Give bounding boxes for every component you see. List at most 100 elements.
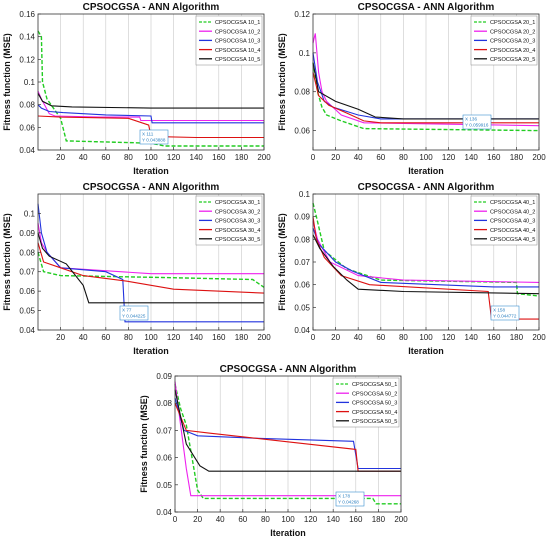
legend: CPSOCGSA 50_1 CPSOCGSA 50_2 CPSOCGSA 50_3 C… xyxy=(332,377,400,428)
x-tick-label: 160 xyxy=(212,333,226,342)
data-tip-box xyxy=(335,491,365,507)
legend-entry: CPSOCGSA 20_2 xyxy=(490,29,535,35)
x-tick-label: 100 xyxy=(281,515,295,524)
legend-entry: CPSOCGSA 10_1 xyxy=(215,20,260,26)
x-axis-label: Iteration xyxy=(133,346,169,356)
y-tick-label: 0.09 xyxy=(19,229,35,238)
x-tick-label: 40 xyxy=(216,515,225,524)
legend: CPSOCGSA 20_1 CPSOCGSA 20_2 CPSOCGSA 20_3 C… xyxy=(470,15,538,66)
y-tick-label: 0.04 xyxy=(19,146,35,155)
x-tick-label: 160 xyxy=(487,333,501,342)
x-tick-label: 100 xyxy=(144,153,158,162)
x-tick-label: 120 xyxy=(167,153,181,162)
x-tick-label: 200 xyxy=(394,515,408,524)
x-tick-label: 100 xyxy=(419,153,433,162)
y-tick-label: 0.16 xyxy=(19,10,35,19)
x-tick-label: 20 xyxy=(56,153,65,162)
y-tick-label: 0.1 xyxy=(299,49,311,58)
x-tick-label: 120 xyxy=(442,333,456,342)
legend-entry: CPSOCGSA 40_4 xyxy=(490,228,535,234)
y-axis-label: Fitness function (MSE) xyxy=(2,33,12,131)
data-tip-text: X 178 xyxy=(338,494,350,499)
x-tick-label: 180 xyxy=(372,515,386,524)
x-tick-label: 180 xyxy=(235,153,249,162)
data-tip-text: Y 0.04268 xyxy=(338,500,359,505)
x-tick-label: 20 xyxy=(331,333,340,342)
legend-entry: CPSOCGSA 50_5 xyxy=(352,419,397,425)
legend-entry: CPSOCGSA 30_5 xyxy=(215,237,260,243)
legend: CPSOCGSA 40_1 CPSOCGSA 40_2 CPSOCGSA 40_3 C… xyxy=(470,195,538,246)
legend: CPSOCGSA 30_1 CPSOCGSA 30_2 CPSOCGSA 30_3 C… xyxy=(195,195,263,246)
series-line-5 xyxy=(37,93,264,109)
legend-entry: CPSOCGSA 20_5 xyxy=(490,57,535,63)
y-axis-label: Fitness function (MSE) xyxy=(2,213,12,311)
legend-entry: CPSOCGSA 30_4 xyxy=(215,228,260,234)
series-line-4 xyxy=(37,115,264,139)
chart-panel-5: CPSOCGSA - ANN Algorithm 0 20 40 60 80 100 120 1… xyxy=(139,364,408,538)
x-tick-label: 180 xyxy=(510,153,524,162)
legend-entry: CPSOCGSA 20_1 xyxy=(490,20,535,26)
x-tick-label: 180 xyxy=(510,333,524,342)
x-tick-label: 140 xyxy=(465,333,479,342)
y-tick-label: 0.12 xyxy=(19,55,35,64)
data-tip-box xyxy=(490,305,520,321)
x-tick-label: 0 xyxy=(311,333,316,342)
y-tick-label: 0.04 xyxy=(156,508,172,517)
x-tick-label: 140 xyxy=(327,515,341,524)
y-tick-label: 0.08 xyxy=(19,101,35,110)
data-tip-box xyxy=(139,129,169,145)
y-tick-label: 0.08 xyxy=(294,235,310,244)
x-tick-label: 160 xyxy=(487,153,501,162)
chart-title: CPSOCGSA - ANN Algorithm xyxy=(358,2,495,13)
data-tip: X 77Y 0.044225 xyxy=(119,305,149,321)
x-tick-label: 80 xyxy=(261,515,270,524)
series-line-3 xyxy=(37,104,264,124)
series-line-5 xyxy=(37,232,264,304)
x-axis-label: Iteration xyxy=(408,166,444,176)
x-tick-label: 200 xyxy=(532,153,546,162)
data-tip-text: Y 0.044225 xyxy=(122,314,146,319)
legend-entry: CPSOCGSA 10_4 xyxy=(215,48,260,54)
x-tick-label: 60 xyxy=(101,333,110,342)
y-tick-label: 0.06 xyxy=(19,287,35,296)
data-tip-text: X 111 xyxy=(142,132,154,137)
y-tick-label: 0.05 xyxy=(19,307,35,316)
data-tip-box xyxy=(119,305,149,321)
series-line-4 xyxy=(312,72,539,124)
y-tick-label: 0.07 xyxy=(19,268,35,277)
series-line-5 xyxy=(312,234,540,295)
y-tick-label: 0.09 xyxy=(156,372,172,381)
legend-entry: CPSOCGSA 10_3 xyxy=(215,39,260,45)
y-tick-label: 0.08 xyxy=(294,88,310,97)
data-tip-text: Y 0.043888 xyxy=(142,138,166,143)
x-tick-label: 60 xyxy=(238,515,247,524)
y-tick-label: 0.09 xyxy=(294,213,310,222)
legend-entry: CPSOCGSA 30_1 xyxy=(215,200,260,206)
series-line-1 xyxy=(174,384,401,505)
y-tick-label: 0.06 xyxy=(294,281,310,290)
legend-entry: CPSOCGSA 40_3 xyxy=(490,219,535,225)
x-tick-label: 0 xyxy=(173,515,178,524)
series-line-4 xyxy=(37,242,265,294)
x-tick-label: 140 xyxy=(465,153,479,162)
x-tick-label: 80 xyxy=(124,333,133,342)
x-tick-label: 60 xyxy=(101,153,110,162)
series-line-5 xyxy=(312,62,539,120)
x-tick-label: 40 xyxy=(79,153,88,162)
y-tick-label: 0.04 xyxy=(294,326,310,335)
x-axis-label: Iteration xyxy=(133,166,169,176)
y-tick-label: 0.07 xyxy=(156,426,172,435)
legend-entry: CPSOCGSA 20_4 xyxy=(490,48,535,54)
y-tick-label: 0.08 xyxy=(156,399,172,408)
y-tick-label: 0.1 xyxy=(24,209,36,218)
x-tick-label: 120 xyxy=(442,153,456,162)
legend-box xyxy=(195,15,263,66)
x-tick-label: 20 xyxy=(56,333,65,342)
chart-panel-4: CPSOCGSA - ANN Algorithm 0 20 40 60 80 100 120 1… xyxy=(277,182,546,356)
chart-title: CPSOCGSA - ANN Algorithm xyxy=(83,2,220,13)
legend-entry: CPSOCGSA 40_1 xyxy=(490,200,535,206)
y-tick-label: 0.04 xyxy=(19,326,35,335)
y-axis-label: Fitness function (MSE) xyxy=(277,33,287,131)
